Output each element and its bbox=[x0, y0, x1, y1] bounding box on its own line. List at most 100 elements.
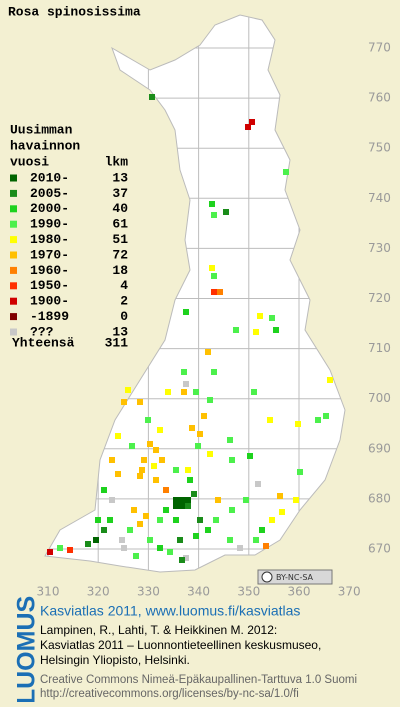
occurrence-square bbox=[109, 497, 115, 503]
occurrence-square bbox=[145, 417, 151, 423]
occurrence-square bbox=[215, 497, 221, 503]
footer-heading: Kasviatlas 2011, www.luomus.fi/kasviatla… bbox=[40, 603, 300, 619]
legend-label: 1900- bbox=[30, 294, 69, 309]
occurrence-square bbox=[323, 413, 329, 419]
occurrence-square bbox=[197, 517, 203, 523]
occurrence-square bbox=[93, 537, 99, 543]
occurrence-square bbox=[95, 517, 101, 523]
occurrence-square bbox=[183, 555, 189, 561]
occurrence-square bbox=[255, 481, 261, 487]
occurrence-square bbox=[297, 469, 303, 475]
license-url: http://creativecommons.org/licenses/by-n… bbox=[40, 688, 299, 700]
occurrence-square bbox=[295, 421, 301, 427]
occurrence-square bbox=[67, 547, 73, 553]
occurrence-square bbox=[193, 533, 199, 539]
occurrence-square bbox=[157, 517, 163, 523]
legend-swatch bbox=[10, 297, 17, 305]
x-grid-label: 350 bbox=[237, 585, 260, 599]
occurrence-square bbox=[137, 399, 143, 405]
legend-label: 1990- bbox=[30, 217, 69, 232]
legend-swatch bbox=[10, 328, 17, 336]
occurrence-square bbox=[173, 467, 179, 473]
x-grid-label: 330 bbox=[137, 585, 160, 599]
badge-text: BY-NC-SA bbox=[276, 573, 314, 582]
total-label: Yhteensä bbox=[12, 335, 75, 350]
occurrence-square bbox=[223, 209, 229, 215]
legend-count: 37 bbox=[112, 186, 128, 201]
y-grid-label: 670 bbox=[368, 542, 391, 556]
occurrence-square bbox=[267, 417, 273, 423]
legend-heading: vuosi bbox=[10, 154, 49, 169]
occurrence-square bbox=[209, 265, 215, 271]
occurrence-square bbox=[251, 389, 257, 395]
occurrence-square bbox=[125, 387, 131, 393]
y-grid-label: 690 bbox=[368, 441, 391, 455]
occurrence-square bbox=[173, 517, 179, 523]
occurrence-square bbox=[277, 493, 283, 499]
occurrence-square bbox=[273, 327, 279, 333]
legend-swatch bbox=[10, 205, 17, 213]
occurrence-square bbox=[183, 381, 189, 387]
legend-label: 2005- bbox=[30, 186, 69, 201]
x-grid-label: 360 bbox=[288, 585, 311, 599]
occurrence-square bbox=[153, 447, 159, 453]
occurrence-square bbox=[207, 397, 213, 403]
occurrence-square bbox=[211, 289, 217, 295]
occurrence-square bbox=[157, 545, 163, 551]
legend-count: 0 bbox=[120, 309, 128, 324]
occurrence-square bbox=[211, 212, 217, 218]
occurrence-square bbox=[151, 463, 157, 469]
legend-count-heading: lkm bbox=[105, 154, 129, 169]
occurrence-square bbox=[227, 437, 233, 443]
y-grid-label: 720 bbox=[368, 291, 391, 305]
legend-count: 13 bbox=[112, 170, 128, 185]
occurrence-square bbox=[227, 537, 233, 543]
occurrence-square bbox=[179, 557, 185, 563]
legend-count: 40 bbox=[112, 201, 128, 216]
occurrence-square bbox=[249, 119, 255, 125]
occurrence-square bbox=[243, 497, 249, 503]
occurrence-square bbox=[173, 497, 179, 503]
legend-label: 1980- bbox=[30, 232, 69, 247]
license-badge: BY-NC-SA bbox=[257, 569, 333, 585]
y-grid-label: 770 bbox=[368, 41, 391, 55]
occurrence-square bbox=[179, 503, 185, 509]
occurrence-square bbox=[149, 94, 155, 100]
occurrence-squares bbox=[47, 94, 333, 563]
occurrence-square bbox=[327, 377, 333, 383]
occurrence-square bbox=[259, 527, 265, 533]
occurrence-square bbox=[253, 537, 259, 543]
legend-heading: havainnon bbox=[10, 138, 80, 153]
y-grid-label: 710 bbox=[368, 341, 391, 355]
occurrence-square bbox=[163, 487, 169, 493]
legend-label: 1970- bbox=[30, 247, 69, 262]
citation: Helsingin Yliopisto, Helsinki. bbox=[40, 653, 190, 667]
y-grid-label: 730 bbox=[368, 241, 391, 255]
cc-icon bbox=[261, 571, 273, 583]
legend-swatch bbox=[10, 189, 17, 197]
occurrence-square bbox=[229, 457, 235, 463]
occurrence-square bbox=[193, 389, 199, 395]
occurrence-square bbox=[205, 527, 211, 533]
occurrence-square bbox=[101, 527, 107, 533]
occurrence-square bbox=[141, 457, 147, 463]
occurrence-square bbox=[245, 124, 251, 130]
legend-label: 1960- bbox=[30, 263, 69, 278]
x-grid-label: 310 bbox=[37, 585, 60, 599]
legend-label: -1899 bbox=[30, 309, 69, 324]
occurrence-square bbox=[269, 315, 275, 321]
y-grid-label: 680 bbox=[368, 491, 391, 505]
legend-count: 18 bbox=[112, 263, 128, 278]
occurrence-square bbox=[137, 473, 143, 479]
occurrence-square bbox=[177, 537, 183, 543]
legend-swatch bbox=[10, 236, 17, 244]
occurrence-square bbox=[247, 453, 253, 459]
occurrence-square bbox=[183, 309, 189, 315]
x-grid-label: 340 bbox=[187, 585, 210, 599]
occurrence-square bbox=[167, 549, 173, 555]
legend-count: 4 bbox=[120, 278, 128, 293]
occurrence-square bbox=[137, 521, 143, 527]
